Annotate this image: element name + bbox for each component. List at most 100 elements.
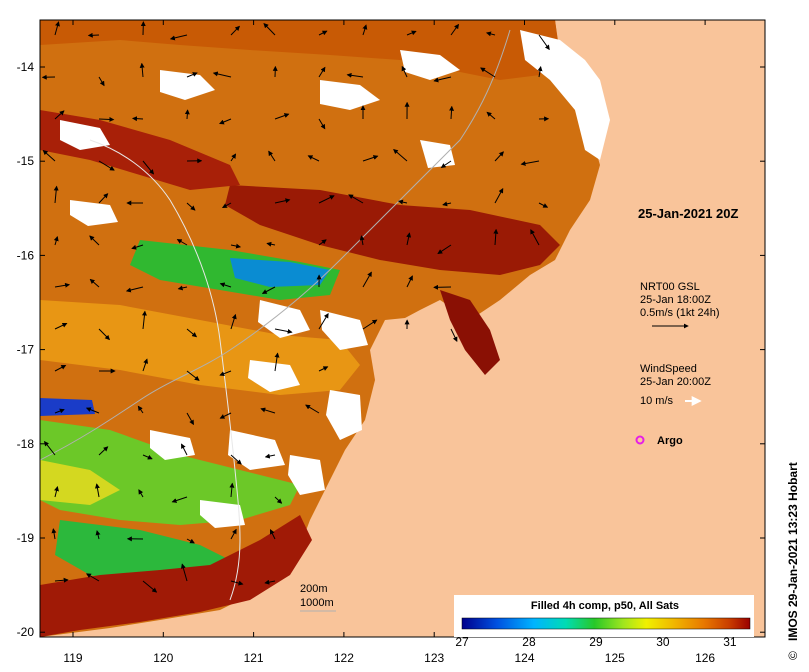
current-arrow [450,328,458,342]
bathymetry-legend: 200m 1000m [300,583,336,612]
x-tick-label: 125 [605,651,625,665]
argo-float-icon [635,435,645,445]
currents-legend: NRT00 GSL 25-Jan 18:00Z 0.5m/s (1kt 24h) [640,281,719,329]
colorbar-gradient [461,617,751,630]
current-arrow [186,412,194,426]
y-tick-label: -19 [17,531,35,545]
argo-legend: Argo [635,435,683,447]
y-tick-label: -16 [17,248,35,262]
current-arrow [393,148,408,162]
argo-label: Argo [657,435,683,447]
current-arrow [318,195,335,204]
y-tick-label: -15 [17,154,35,168]
current-arrow [139,62,145,78]
cloud-gap-north1 [160,70,215,100]
cloud-gap-north2 [320,80,380,110]
current-arrow [230,153,237,162]
cloud-gap-northeast [520,30,610,160]
current-arrow [98,446,109,456]
current-arrow [362,271,372,288]
sea-surface-temperature-field [40,20,610,637]
imos-stamp: IMOS 29-Jan-2021 13:23 Hobart [786,462,800,641]
current-arrow [131,116,144,122]
current-arrow [230,243,242,249]
current-arrow [318,118,326,130]
current-arrow [54,322,68,330]
cloud-gap-south3 [288,455,325,495]
current-arrow [401,65,408,78]
current-arrow [212,71,232,78]
sst-cold-patch-mid [230,258,330,287]
wind-legend-time: 25-Jan 20:00Z [640,376,711,388]
current-arrow [230,313,237,330]
current-arrow [177,285,188,291]
current-vector-field [41,21,550,593]
colorbar-ticks: 27 28 29 30 31 [455,635,737,649]
colorbar-tick-label: 29 [589,635,603,649]
current-arrow [440,160,452,168]
current-arrow [480,67,496,78]
current-arrow [51,528,57,540]
current-arrow [268,150,276,162]
current-arrow [230,580,244,586]
current-arrow [264,579,276,585]
y-tick-label: -20 [17,625,35,639]
current-arrow [230,454,242,465]
plot-frame [39,19,766,638]
colorbar-title: Filled 4h comp, p50, All Sats [531,600,679,612]
x-tick-label: 126 [695,651,715,665]
current-arrow [274,352,280,372]
cloud-gap-mid2 [320,310,368,350]
current-arrow [138,489,144,498]
cloud-gap-south4 [200,500,245,528]
current-arrow [98,328,110,341]
current-arrow [42,149,56,162]
contour-200m-label: 200m [300,583,328,595]
sst-hot-patch-east [440,290,500,375]
current-arrow [186,328,198,338]
y-tick-label: -14 [17,60,35,74]
current-arrow [406,232,412,246]
current-arrow [318,239,327,246]
current-arrow [54,408,65,414]
current-arrow [54,282,71,288]
current-arrow [184,109,190,120]
current-arrow [307,155,320,162]
cloud-gap-mid3 [248,360,300,392]
cloud-gap-mid4 [326,390,362,440]
wind-legend-title: WindSpeed [640,363,697,375]
y-tick-label: -18 [17,437,35,451]
current-arrow [186,370,200,381]
wind-legend-scale: 10 m/s [640,395,674,407]
current-arrow [54,21,60,36]
current-arrow [493,228,499,246]
current-arrow [87,32,100,38]
currents-legend-source: NRT00 GSL [640,281,700,293]
current-arrow [180,563,188,582]
current-arrow [318,66,326,78]
y-tick-label: -17 [17,343,35,357]
current-arrow [43,440,56,456]
x-tick-label: 123 [424,651,444,665]
x-axis: 119 120 121 122 123 124 125 126 [63,20,715,665]
current-arrow [186,72,198,78]
current-arrow [142,454,153,460]
current-arrow [485,31,496,37]
current-arrow [406,275,413,288]
current-arrow [171,496,188,503]
current-arrow [89,235,100,246]
current-arrow [54,485,59,498]
current-arrow [176,239,188,246]
current-arrow [98,116,115,122]
sst-hot-band-south [40,515,312,637]
current-arrow [362,319,378,330]
current-arrow [397,199,408,205]
x-tick-label: 119 [63,651,82,665]
current-arrow [437,244,452,255]
current-arrow [137,405,144,414]
cloud-gap-west2 [70,200,118,226]
current-arrow [219,282,232,288]
current-arrow [362,24,368,36]
cloud-gap-south1 [150,430,195,460]
